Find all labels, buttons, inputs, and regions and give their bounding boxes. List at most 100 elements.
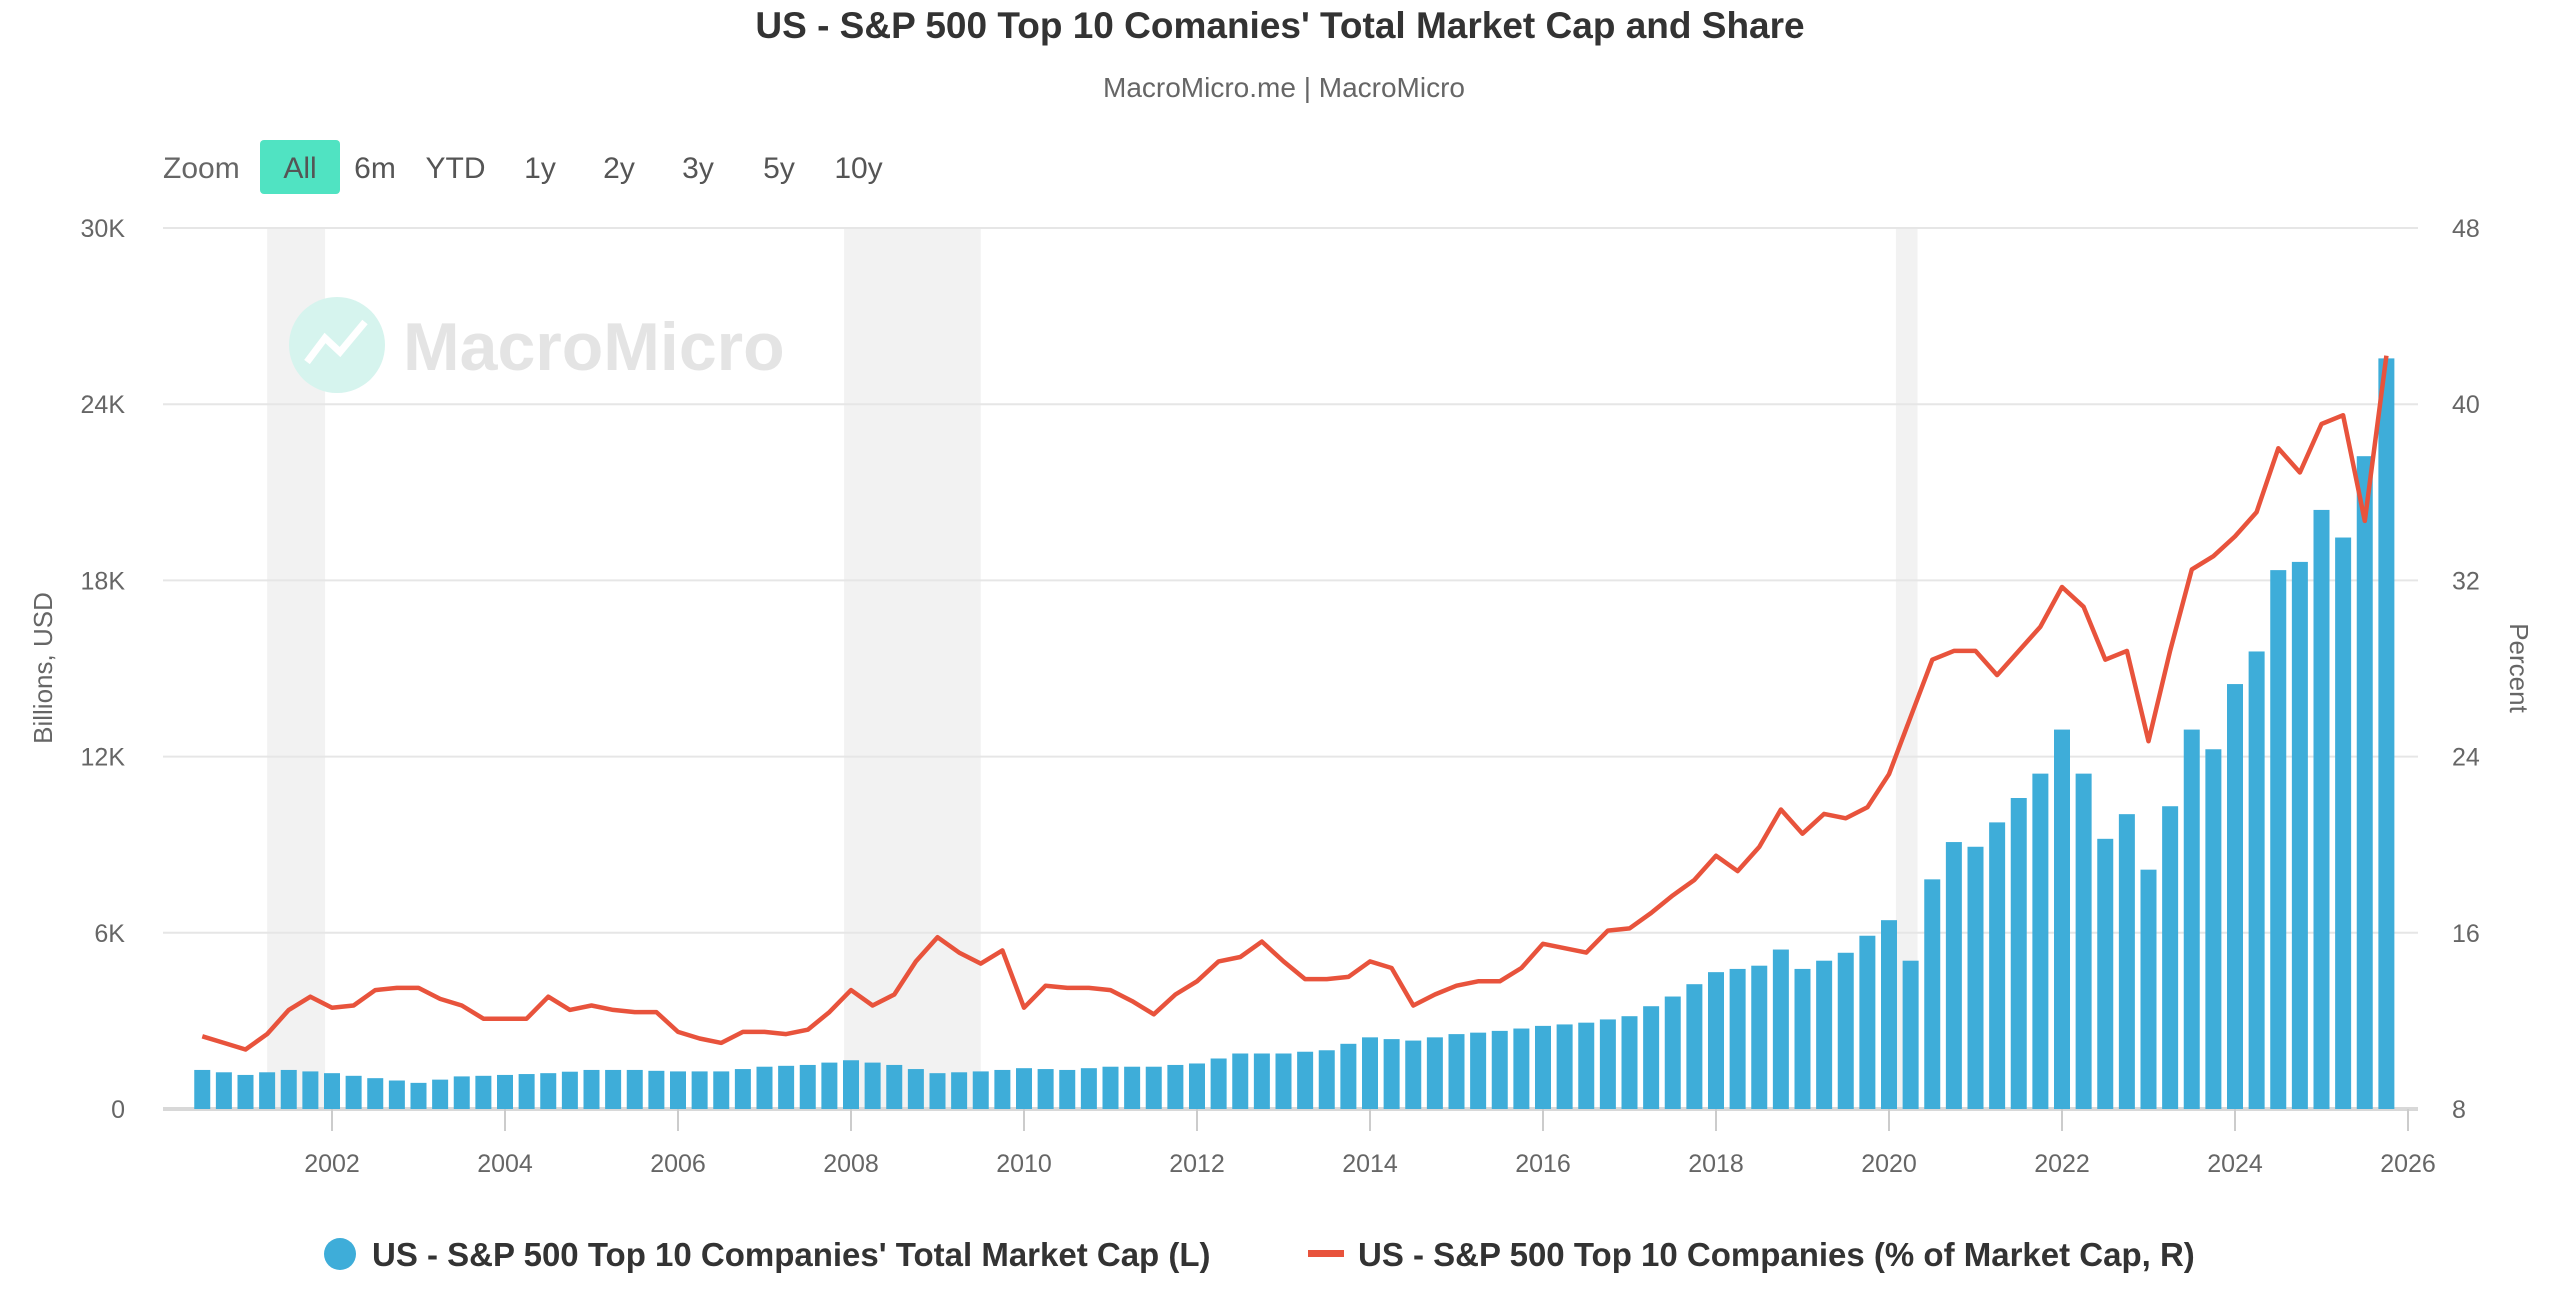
bar bbox=[1599, 1019, 1616, 1109]
bar bbox=[2378, 358, 2395, 1109]
bar bbox=[1989, 822, 2006, 1109]
bar bbox=[1405, 1040, 1422, 1109]
watermark-chart-icon bbox=[304, 319, 368, 365]
bar bbox=[2097, 838, 2114, 1109]
bar bbox=[215, 1072, 232, 1109]
bar bbox=[1708, 972, 1724, 1109]
y-left-tick-label: 6K bbox=[94, 920, 125, 948]
x-tick-label: 2024 bbox=[2207, 1150, 2263, 1178]
recession-band bbox=[844, 228, 981, 1109]
zoom-button-3y[interactable]: 3y bbox=[682, 152, 714, 185]
zoom-button-label: All bbox=[283, 152, 316, 185]
bar bbox=[1080, 1068, 1097, 1109]
bar bbox=[1513, 1028, 1530, 1109]
bar bbox=[367, 1078, 384, 1109]
zoom-controls: Zoom All 6m YTD 1y 2y 3y 5y 10y bbox=[163, 140, 883, 194]
bar bbox=[670, 1071, 686, 1109]
bar bbox=[1016, 1068, 1032, 1109]
bar bbox=[1145, 1066, 1162, 1109]
bar bbox=[2248, 651, 2265, 1109]
bar bbox=[1275, 1053, 1292, 1109]
bar bbox=[778, 1065, 795, 1109]
legend-line-marker-icon bbox=[1308, 1250, 1344, 1257]
zoom-button-ytd[interactable]: YTD bbox=[426, 152, 486, 185]
y-left-tick-label: 24K bbox=[81, 391, 126, 419]
bar bbox=[2335, 537, 2352, 1109]
zoom-button-bg bbox=[260, 140, 340, 194]
watermark-text: MacroMicro bbox=[403, 309, 785, 385]
bar bbox=[1297, 1051, 1314, 1109]
bar bbox=[1383, 1039, 1400, 1109]
zoom-button-label: YTD bbox=[426, 152, 486, 185]
bar bbox=[2054, 729, 2070, 1109]
y-left-tick-label: 18K bbox=[81, 567, 126, 595]
bar bbox=[432, 1079, 449, 1109]
bar bbox=[2356, 456, 2373, 1110]
bar bbox=[1340, 1043, 1357, 1109]
watermark: MacroMicro bbox=[289, 297, 785, 393]
bar bbox=[2183, 729, 2200, 1109]
bar bbox=[237, 1074, 254, 1109]
bar bbox=[1448, 1034, 1465, 1109]
bar bbox=[1556, 1024, 1573, 1109]
legend-bar-marker-icon bbox=[324, 1238, 356, 1270]
bar bbox=[2291, 561, 2308, 1109]
bar bbox=[2162, 806, 2179, 1109]
bar bbox=[1772, 949, 1789, 1109]
bar bbox=[1167, 1064, 1184, 1109]
y-left-tick-label: 30K bbox=[81, 215, 126, 243]
zoom-button-6m[interactable]: 6m bbox=[354, 152, 396, 185]
bar bbox=[2313, 509, 2330, 1109]
bar bbox=[1837, 952, 1854, 1109]
zoom-button-label: 10y bbox=[834, 152, 882, 185]
bar bbox=[626, 1069, 643, 1109]
x-tick-label: 2004 bbox=[477, 1150, 533, 1178]
x-tick-label: 2006 bbox=[650, 1150, 706, 1178]
bar bbox=[1794, 968, 1811, 1109]
bar bbox=[1621, 1016, 1638, 1109]
legend-item-share[interactable]: US - S&P 500 Top 10 Companies (% of Mark… bbox=[1308, 1236, 2195, 1273]
bar bbox=[1881, 920, 1897, 1109]
bar bbox=[1210, 1058, 1227, 1109]
bar bbox=[1491, 1030, 1508, 1109]
bar bbox=[1362, 1037, 1378, 1109]
bar bbox=[1643, 1006, 1660, 1109]
y-right-tick-label: 24 bbox=[2452, 744, 2480, 772]
bar bbox=[388, 1080, 405, 1109]
bar bbox=[691, 1071, 708, 1109]
bar bbox=[972, 1071, 989, 1109]
zoom-button-2y[interactable]: 2y bbox=[603, 152, 635, 185]
chart-title: US - S&P 500 Top 10 Comanies' Total Mark… bbox=[755, 5, 1804, 46]
bar bbox=[1751, 965, 1768, 1109]
bar bbox=[1535, 1025, 1551, 1109]
x-tick-label: 2012 bbox=[1169, 1150, 1225, 1178]
zoom-button-5y[interactable]: 5y bbox=[763, 152, 795, 185]
bar bbox=[1102, 1066, 1119, 1109]
y-right-tick-label: 40 bbox=[2452, 391, 2480, 419]
bar bbox=[929, 1073, 946, 1109]
bar bbox=[1232, 1053, 1249, 1109]
zoom-button-label: 1y bbox=[524, 152, 556, 185]
bar bbox=[1037, 1069, 1054, 1109]
recession-band bbox=[1895, 228, 1918, 1109]
line-series bbox=[201, 355, 2389, 1052]
bar bbox=[302, 1071, 319, 1109]
zoom-button-label: 3y bbox=[682, 152, 714, 185]
bar bbox=[799, 1064, 816, 1109]
zoom-button-all[interactable]: All bbox=[260, 140, 340, 194]
bar bbox=[907, 1069, 924, 1109]
bar bbox=[280, 1069, 297, 1109]
bar bbox=[345, 1075, 362, 1109]
x-tick-label: 2014 bbox=[1342, 1150, 1398, 1178]
bar bbox=[843, 1060, 859, 1109]
bar bbox=[1902, 960, 1919, 1109]
bar bbox=[1686, 984, 1703, 1109]
y-left-tick-label: 12K bbox=[81, 744, 126, 772]
bar bbox=[453, 1076, 470, 1109]
zoom-button-1y[interactable]: 1y bbox=[524, 152, 556, 185]
legend-item-market-cap[interactable]: US - S&P 500 Top 10 Companies' Total Mar… bbox=[324, 1236, 1211, 1273]
zoom-button-label: 2y bbox=[603, 152, 635, 185]
bar bbox=[1059, 1069, 1076, 1109]
zoom-button-10y[interactable]: 10y bbox=[834, 152, 882, 185]
